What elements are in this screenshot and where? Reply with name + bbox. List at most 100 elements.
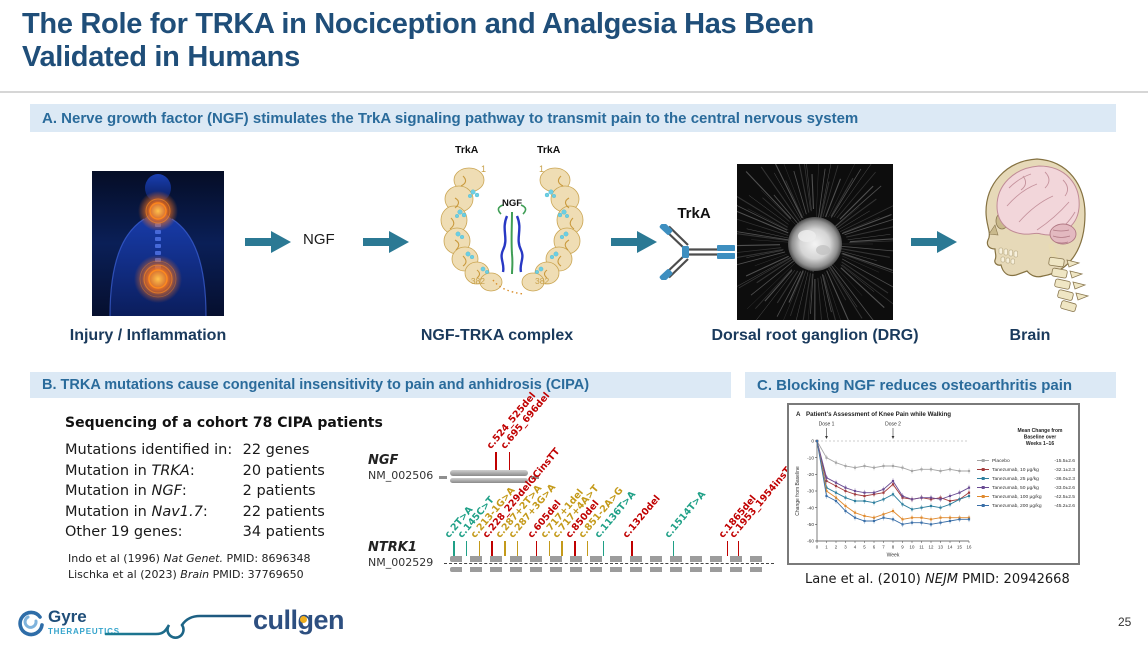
svg-text:-10: -10 xyxy=(807,455,814,461)
tanezumab-chart: A Patient's Assessment of Knee Pain while… xyxy=(795,411,1075,559)
ngf-track-cap-left xyxy=(439,476,447,479)
svg-text:9: 9 xyxy=(901,545,904,550)
section-c-header: C. Blocking NGF reduces osteoarthritis p… xyxy=(745,372,1116,398)
title-divider xyxy=(0,91,1148,93)
cerebellum xyxy=(1049,223,1077,245)
cullgen-logo: cullgen xyxy=(253,605,345,636)
flow-arrow-2 xyxy=(363,231,409,253)
mutation-tick xyxy=(516,541,519,556)
cohort-value: 20 patients xyxy=(242,462,325,479)
mutation-tick xyxy=(586,541,589,556)
residue-382-right: 382 xyxy=(535,276,549,286)
ngf-gene-track xyxy=(450,470,528,485)
brain-image xyxy=(985,158,1090,312)
mutation-tick xyxy=(491,541,493,556)
residue-382-left: 382 xyxy=(471,276,485,286)
svg-text:-45.2±2.6: -45.2±2.6 xyxy=(1054,503,1075,509)
svg-text:-50: -50 xyxy=(807,522,814,528)
cohort-row: Mutations identified in: 22 genes xyxy=(65,442,310,458)
svg-text:1: 1 xyxy=(825,545,828,550)
svg-text:2: 2 xyxy=(835,545,838,550)
ntrk1-gene-name: NTRK1 xyxy=(368,540,417,555)
svg-text:0: 0 xyxy=(811,439,814,445)
drg-neuron-image xyxy=(737,164,893,320)
svg-text:Tanezumab, 25 μg/kg: Tanezumab, 25 μg/kg xyxy=(992,476,1039,482)
footer-connector-graphic xyxy=(104,614,252,639)
section-a-header: A. Nerve growth factor (NGF) stimulates … xyxy=(30,104,1116,132)
pain-glow-neck xyxy=(138,191,178,231)
chart-series xyxy=(815,439,971,474)
svg-text:Tanezumab, 100 μg/kg: Tanezumab, 100 μg/kg xyxy=(992,494,1042,500)
section-a-header-text: A. Nerve growth factor (NGF) stimulates … xyxy=(42,109,859,127)
page-number: 25 xyxy=(1118,615,1132,629)
cullgen-logo-dot xyxy=(300,616,307,623)
svg-text:12: 12 xyxy=(929,545,934,550)
ngf-trka-complex-image: TrkA TrkA 1 1 NGF 382 382 xyxy=(440,144,584,295)
mutation-tick xyxy=(535,541,538,556)
svg-text:Dose 2: Dose 2 xyxy=(885,422,901,428)
svg-text:Tanezumab, 10 μg/kg: Tanezumab, 10 μg/kg xyxy=(992,467,1039,473)
svg-text:Dose 1: Dose 1 xyxy=(819,422,835,428)
cohort-table: Mutations identified in: 22 genes Mutati… xyxy=(65,440,325,543)
drg-label: Dorsal root ganglion (DRG) xyxy=(711,327,919,344)
injury-body-image xyxy=(92,171,224,316)
chart-citation: Lane et al. (2010) NEJM PMID: 20942668 xyxy=(805,572,1070,587)
ntrk1-gene-accession: NM_002529 xyxy=(368,556,434,569)
svg-text:0: 0 xyxy=(816,545,819,550)
svg-text:Change from Baseline: Change from Baseline xyxy=(795,466,801,516)
svg-text:-36.0±2.3: -36.0±2.3 xyxy=(1054,476,1075,482)
svg-text:14: 14 xyxy=(948,545,953,550)
svg-text:16: 16 xyxy=(967,545,972,550)
chart-series xyxy=(815,439,971,503)
gyre-name: Gyre xyxy=(48,607,87,626)
flow-arrow-4 xyxy=(911,231,957,253)
residue-1-left: 1 xyxy=(481,164,486,174)
ngf-text-label: NGF xyxy=(303,231,335,248)
svg-text:A: A xyxy=(796,411,801,418)
svg-text:-32.1±2.3: -32.1±2.3 xyxy=(1054,467,1075,473)
mutation-tick xyxy=(737,541,740,556)
svg-text:Weeks 1–16: Weeks 1–16 xyxy=(1026,441,1054,447)
mutation-tick xyxy=(548,541,551,556)
svg-text:-42.5±2.5: -42.5±2.5 xyxy=(1054,494,1075,500)
svg-text:4: 4 xyxy=(854,545,857,550)
tanezumab-chart-panel: A Patient's Assessment of Knee Pain while… xyxy=(787,403,1080,565)
pain-glow-back xyxy=(134,255,182,303)
trka-receptor-label: TrkA xyxy=(677,205,711,222)
cohort-value: 2 patients xyxy=(242,483,316,499)
chart-series xyxy=(815,439,971,528)
flow-arrow-3 xyxy=(611,231,657,253)
section-c-header-text: C. Blocking NGF reduces osteoarthritis p… xyxy=(757,376,1073,394)
reference-line: Lischka et al (2023) Brain PMID: 3776965… xyxy=(68,568,304,581)
chart-series xyxy=(815,439,971,523)
svg-text:10: 10 xyxy=(910,545,915,550)
svg-text:-20: -20 xyxy=(807,472,814,478)
teeth xyxy=(998,247,1018,265)
svg-text:-15.5±2.6: -15.5±2.6 xyxy=(1054,458,1075,464)
svg-text:Tanezumab, 50 μg/kg: Tanezumab, 50 μg/kg xyxy=(992,485,1039,491)
ngf-gene-name: NGF xyxy=(368,453,399,468)
mutation-tick xyxy=(602,541,605,556)
svg-text:Week: Week xyxy=(887,553,900,559)
chart-series xyxy=(815,439,971,513)
svg-text:3: 3 xyxy=(844,545,847,550)
ngf-gene-accession: NM_002506 xyxy=(368,469,434,482)
svg-text:Patient's Assessment of Knee P: Patient's Assessment of Knee Pain while … xyxy=(806,411,951,418)
drg-soma xyxy=(788,217,842,271)
cipa-references: Indo et al (1996) Nat Genet. PMID: 86963… xyxy=(68,551,311,583)
mutation-tick xyxy=(726,541,729,556)
svg-text:-30: -30 xyxy=(807,489,814,495)
mutation-label: c.1514T>A xyxy=(662,489,708,541)
section-b-header: B. TRKA mutations cause congenital insen… xyxy=(30,372,731,398)
cohort-heading: Sequencing of a cohort 78 CIPA patients xyxy=(65,415,383,431)
mutation-tick xyxy=(631,541,633,556)
cohort-row: Mutation in NGF: 2 patients xyxy=(65,483,316,499)
svg-text:8: 8 xyxy=(892,545,895,550)
page-title-line2: Validated in Humans xyxy=(22,41,300,74)
svg-text:15: 15 xyxy=(957,545,962,550)
mutation-tick xyxy=(495,452,497,470)
svg-text:-33.0±2.6: -33.0±2.6 xyxy=(1054,485,1075,491)
svg-text:11: 11 xyxy=(919,545,924,550)
gyre-subtitle: THERAPEUTICS xyxy=(48,627,120,636)
